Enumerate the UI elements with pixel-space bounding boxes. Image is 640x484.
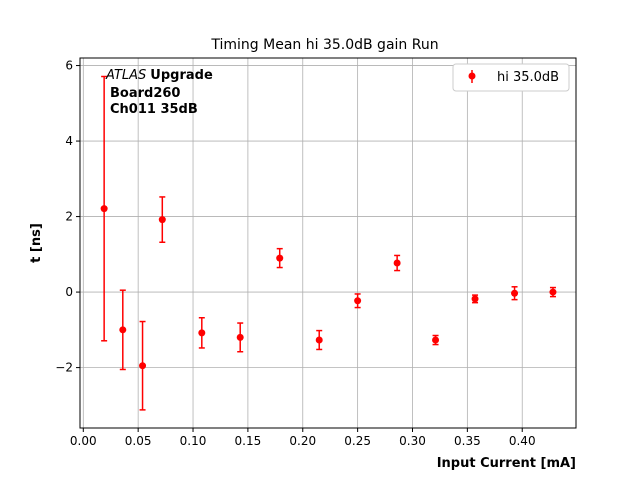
- x-tick-label: 0.00: [70, 434, 97, 448]
- annotation-line3: Ch011 35dB: [110, 102, 198, 117]
- data-point: [119, 326, 127, 334]
- data-point: [471, 295, 479, 303]
- data-point: [236, 333, 244, 341]
- y-tick-label: 2: [65, 210, 73, 224]
- legend: hi 35.0dB: [452, 63, 570, 92]
- data-point: [354, 297, 362, 305]
- y-tick-label: 0: [65, 285, 73, 299]
- data-point: [393, 259, 401, 267]
- legend-marker: [468, 72, 476, 80]
- y-axis-label: t [ns]: [29, 223, 44, 263]
- data-point: [276, 254, 284, 262]
- atlas-annotation: ATLAS Upgrade Board260 Ch011 35dB: [105, 68, 213, 117]
- x-tick-label: 0.35: [454, 434, 481, 448]
- x-tick-label: 0.10: [180, 434, 207, 448]
- y-tick-label: 4: [65, 134, 73, 148]
- plot-frame: [79, 57, 577, 429]
- data-point: [139, 362, 147, 370]
- chart-title: Timing Mean hi 35.0dB gain Run: [210, 37, 438, 53]
- data-point: [198, 329, 206, 337]
- y-tick-label: −2: [55, 361, 73, 375]
- data-point: [315, 336, 323, 344]
- data-point: [100, 205, 108, 213]
- x-tick-label: 0.20: [289, 434, 316, 448]
- annotation-italic: ATLAS: [105, 68, 146, 83]
- x-tick-label: 0.40: [509, 434, 536, 448]
- legend-label: hi 35.0dB: [497, 70, 559, 85]
- x-tick-label: 0.25: [344, 434, 371, 448]
- data-point: [511, 289, 519, 297]
- y-tick-label: 6: [65, 59, 73, 73]
- legend-box: [452, 63, 570, 92]
- x-tick-label: 0.05: [125, 434, 152, 448]
- x-axis-label: Input Current [mA]: [437, 456, 576, 471]
- data-point: [158, 216, 166, 224]
- x-tick-label: 0.30: [399, 434, 426, 448]
- annotation-bold: Upgrade: [150, 68, 213, 83]
- annotation-line2: Board260: [110, 86, 180, 101]
- data-point: [549, 288, 557, 296]
- x-tick-label: 0.15: [235, 434, 262, 448]
- data-point: [432, 336, 440, 344]
